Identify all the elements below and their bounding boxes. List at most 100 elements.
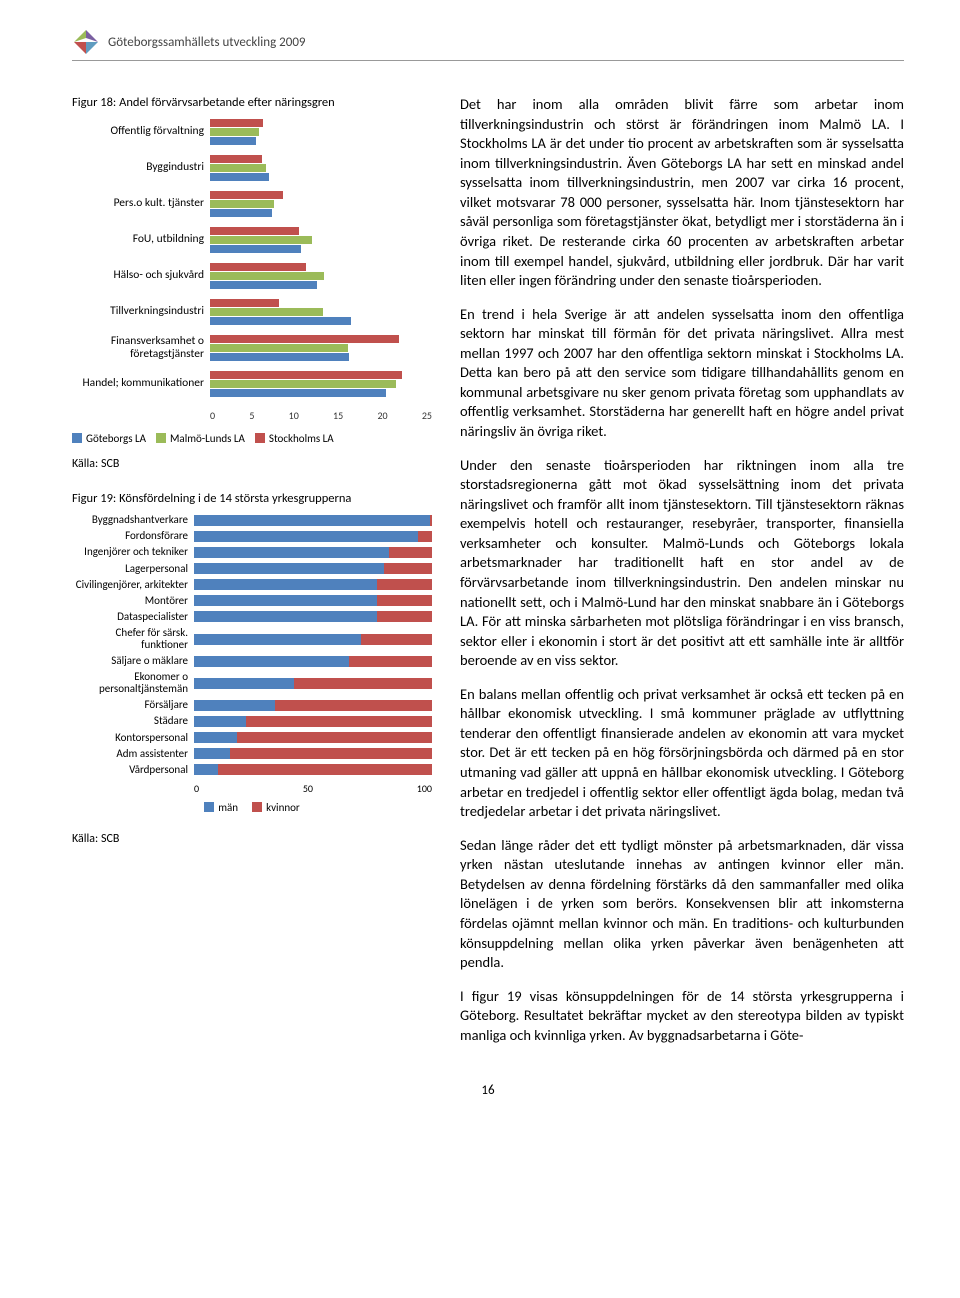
bar xyxy=(210,155,262,163)
bar-segment-men xyxy=(194,732,237,743)
legend-item: Göteborgs LA xyxy=(72,432,146,445)
bar xyxy=(210,335,399,343)
bar xyxy=(210,272,324,280)
category-label: Kontorspersonal xyxy=(72,732,194,744)
category-label: Städare xyxy=(72,715,194,727)
bar-segment-men xyxy=(194,764,218,775)
bar-segment-men xyxy=(194,595,377,606)
header-divider xyxy=(72,60,904,61)
category-label: Hälso- och sjukvård xyxy=(72,263,210,289)
category-label: Montörer xyxy=(72,595,194,607)
right-column: Det har inom alla områden blivit färre s… xyxy=(460,95,904,1059)
category-label: Byggnadshantverkare xyxy=(72,514,194,526)
logo-icon xyxy=(72,28,100,56)
bar xyxy=(210,209,272,217)
bar xyxy=(210,317,351,325)
chart-row: Handel; kommunikationer xyxy=(72,371,432,397)
bar-segment-women xyxy=(377,611,432,622)
chart-row: Fordonsförare xyxy=(72,530,432,542)
category-label: Försäljare xyxy=(72,699,194,711)
category-label: Vårdpersonal xyxy=(72,764,194,776)
bar-segment-women xyxy=(237,732,432,743)
category-label: Säljare o mäklare xyxy=(72,655,194,667)
bar xyxy=(210,191,283,199)
category-label: Offentlig förvaltning xyxy=(72,119,210,145)
category-label: Adm assistenter xyxy=(72,748,194,760)
left-column: Figur 18: Andel förvärvsarbetande efter … xyxy=(72,95,432,1059)
axis-tick: 25 xyxy=(422,409,432,422)
bar-segment-women xyxy=(275,700,432,711)
category-label: Handel; kommunikationer xyxy=(72,371,210,397)
bar-segment-women xyxy=(384,563,432,574)
body-paragraph: I figur 19 visas könsuppdelningen för de… xyxy=(460,987,904,1046)
figure18-title: Figur 18: Andel förvärvsarbetande efter … xyxy=(72,95,432,111)
figure19-legend: män kvinnor xyxy=(72,801,432,814)
bar xyxy=(210,281,317,289)
bar-segment-women xyxy=(377,579,432,590)
chart-row: Adm assistenter xyxy=(72,748,432,760)
figure19-chart: Byggnadshantverkare Fordonsförare Ingenjör… xyxy=(72,514,432,776)
page-number: 16 xyxy=(72,1083,904,1098)
bar xyxy=(210,227,299,235)
bar-segment-women xyxy=(294,678,432,689)
chart-row: Försäljare xyxy=(72,699,432,711)
bar-segment-men xyxy=(194,531,418,542)
figure19-axis: 0 50 100 xyxy=(72,782,432,795)
figure18-legend: Göteborgs LA Malmö-Lunds LA Stockholms LA xyxy=(72,432,432,445)
bar xyxy=(210,344,348,352)
body-paragraph: En balans mellan offentlig och privat ve… xyxy=(460,685,904,822)
bar-segment-men xyxy=(194,700,275,711)
legend-item: Malmö-Lunds LA xyxy=(156,432,245,445)
chart-row: FoU, utbildning xyxy=(72,227,432,253)
bar xyxy=(210,380,396,388)
bar-segment-women xyxy=(361,634,432,645)
bar-segment-men xyxy=(194,748,230,759)
category-label: Ekonomer o personaltjänstemän xyxy=(72,671,194,695)
bar-segment-women xyxy=(349,656,432,667)
chart-row: Civilingenjörer, arkitekter xyxy=(72,579,432,591)
axis-tick: 100 xyxy=(417,782,432,795)
bar-segment-men xyxy=(194,634,361,645)
figure18-source: Källa: SCB xyxy=(72,457,432,471)
legend-item: män xyxy=(204,801,238,814)
axis-tick: 20 xyxy=(377,409,387,422)
chart-row: Montörer xyxy=(72,595,432,607)
axis-tick: 50 xyxy=(303,782,313,795)
header-title: Göteborgssamhällets utveckling 2009 xyxy=(108,35,306,50)
bar-segment-men xyxy=(194,678,294,689)
bar xyxy=(210,137,256,145)
axis-tick: 15 xyxy=(333,409,343,422)
axis-tick: 0 xyxy=(194,782,199,795)
category-label: Dataspecialister xyxy=(72,611,194,623)
bar xyxy=(210,236,312,244)
bar-segment-women xyxy=(430,515,432,526)
category-label: Pers.o kult. tjänster xyxy=(72,191,210,217)
bar-segment-women xyxy=(389,547,432,558)
legend-item: kvinnor xyxy=(252,801,300,814)
bar-segment-women xyxy=(218,764,432,775)
bar-segment-men xyxy=(194,563,384,574)
bar-segment-men xyxy=(194,716,246,727)
chart-row: Vårdpersonal xyxy=(72,764,432,776)
category-label: Finansverksamhet o företagstjänster xyxy=(72,335,210,361)
bar xyxy=(210,119,263,127)
category-label: Ingenjörer och tekniker xyxy=(72,546,194,558)
chart-row: Hälso- och sjukvård xyxy=(72,263,432,289)
category-label: Tillverkningsindustri xyxy=(72,299,210,325)
bar xyxy=(210,173,269,181)
chart-row: Pers.o kult. tjänster xyxy=(72,191,432,217)
legend-item: Stockholms LA xyxy=(255,432,334,445)
bar-segment-women xyxy=(377,595,432,606)
page: Göteborgssamhällets utveckling 2009 Figu… xyxy=(0,0,960,1138)
chart-row: Byggindustri xyxy=(72,155,432,181)
chart-row: Säljare o mäklare xyxy=(72,655,432,667)
body-paragraph: Sedan länge råder det ett tydligt mönste… xyxy=(460,836,904,973)
bar xyxy=(210,371,402,379)
category-label: FoU, utbildning xyxy=(72,227,210,253)
content-columns: Figur 18: Andel förvärvsarbetande efter … xyxy=(72,95,904,1059)
category-label: Lagerpersonal xyxy=(72,563,194,575)
chart-row: Ingenjörer och tekniker xyxy=(72,546,432,558)
category-label: Civilingenjörer, arkitekter xyxy=(72,579,194,591)
body-paragraph: En trend i hela Sverige är att andelen s… xyxy=(460,305,904,442)
bar xyxy=(210,200,274,208)
